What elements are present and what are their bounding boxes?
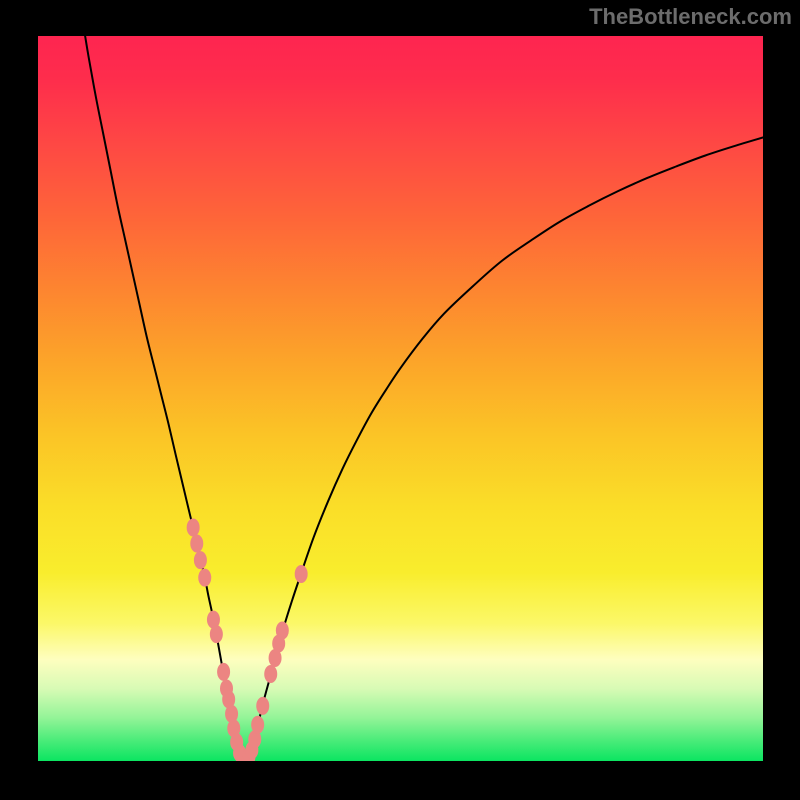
data-marker bbox=[264, 665, 277, 683]
data-marker bbox=[295, 565, 308, 583]
data-marker bbox=[198, 569, 211, 587]
data-marker bbox=[194, 551, 207, 569]
data-marker bbox=[210, 625, 223, 643]
data-marker bbox=[187, 519, 200, 537]
data-marker bbox=[251, 716, 264, 734]
data-marker bbox=[256, 697, 269, 715]
plot-area bbox=[38, 36, 763, 761]
data-marker bbox=[217, 663, 230, 681]
chart-container: TheBottleneck.com bbox=[0, 0, 800, 800]
watermark-text: TheBottleneck.com bbox=[589, 4, 792, 30]
plot-svg bbox=[38, 36, 763, 761]
gradient-background bbox=[38, 36, 763, 761]
data-marker bbox=[190, 535, 203, 553]
data-marker bbox=[276, 622, 289, 640]
